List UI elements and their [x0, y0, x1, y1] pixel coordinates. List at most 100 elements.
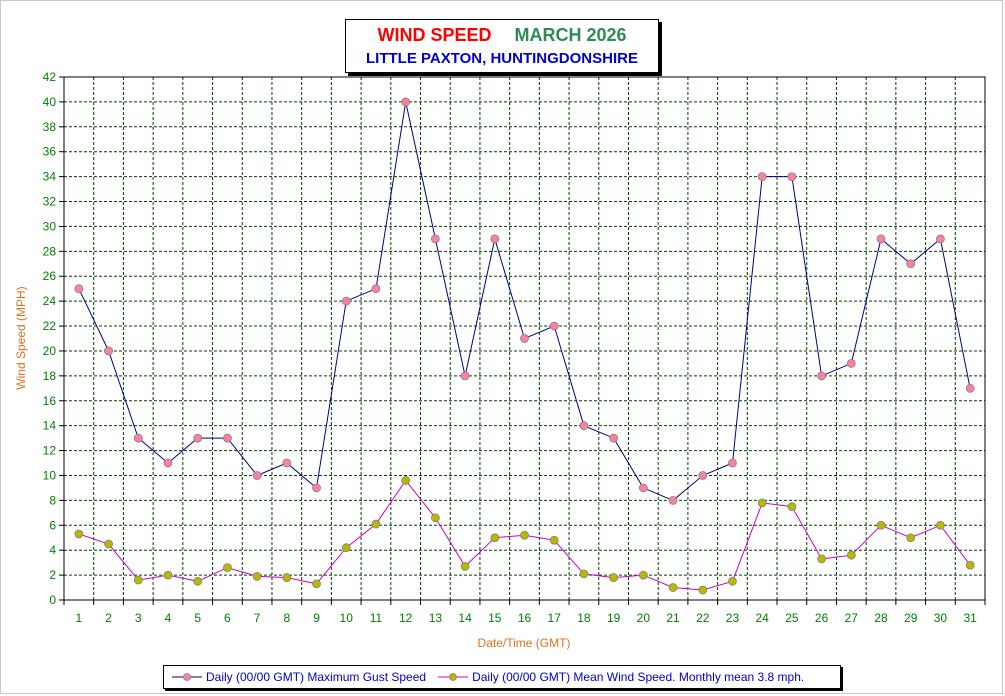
x-tick-label: 23 [726, 611, 740, 625]
data-point-mean [936, 520, 945, 530]
legend-label-gust: Daily (00/00 GMT) Maximum Gust Speed [206, 670, 427, 684]
x-tick-label: 31 [963, 611, 977, 625]
y-tick-label: 26 [43, 269, 57, 283]
x-tick-label: 5 [194, 611, 201, 625]
legend-item-gust: Daily (00/00 GMT) Maximum Gust Speed [172, 670, 426, 684]
data-point-gust [728, 458, 737, 468]
chart-title: WIND SPEED [377, 25, 492, 45]
x-tick-label: 18 [577, 611, 591, 625]
y-tick-label: 36 [43, 145, 57, 159]
data-point-gust [104, 346, 113, 356]
x-tick-label: 22 [696, 611, 710, 625]
data-point-mean [74, 529, 84, 539]
data-point-mean [490, 533, 500, 543]
data-point-mean [668, 583, 678, 592]
data-point-mean [787, 502, 797, 512]
data-point-mean [133, 575, 143, 585]
data-point-mean [817, 554, 826, 564]
x-tick-label: 15 [488, 611, 502, 625]
data-point-mean [638, 570, 648, 580]
data-point-gust [757, 172, 767, 182]
data-point-mean [460, 561, 470, 571]
data-point-mean [728, 576, 737, 586]
data-point-mean [252, 571, 262, 581]
x-tick-label: 24 [755, 611, 769, 625]
data-point-mean [579, 569, 589, 579]
x-tick-label: 29 [904, 611, 918, 625]
data-point-gust [876, 234, 886, 244]
y-tick-label: 6 [49, 518, 56, 532]
x-tick-label: 20 [637, 611, 651, 625]
x-tick-label: 1 [76, 611, 83, 625]
data-point-mean [906, 533, 916, 543]
x-tick-label: 12 [399, 611, 413, 625]
y-tick-label: 8 [49, 493, 56, 507]
data-point-gust [817, 371, 826, 381]
chart-legend: Daily (00/00 GMT) Maximum Gust Speed Dai… [163, 665, 841, 689]
x-axis-label: Date/Time (GMT) [478, 636, 571, 650]
x-tick-label: 10 [340, 611, 354, 625]
data-point-mean [104, 539, 113, 549]
data-point-mean [312, 579, 321, 589]
y-tick-label: 14 [43, 419, 57, 433]
data-point-gust [936, 234, 945, 244]
y-tick-label: 28 [43, 244, 57, 258]
x-tick-label: 13 [429, 611, 443, 625]
y-tick-label: 12 [43, 444, 57, 458]
data-point-gust [401, 97, 411, 107]
data-point-gust [520, 334, 529, 343]
y-tick-label: 10 [43, 468, 57, 482]
y-tick-label: 0 [49, 593, 56, 607]
x-tick-label: 27 [845, 611, 859, 625]
data-point-gust [133, 433, 143, 443]
x-tick-label: 2 [105, 611, 112, 625]
legend-swatch-mean [438, 673, 469, 681]
x-tick-label: 14 [458, 611, 472, 625]
chart-location: LITTLE PAXTON, HUNTINGDONSHIRE [366, 50, 638, 67]
data-point-mean [193, 576, 203, 586]
x-tick-label: 30 [934, 611, 948, 625]
data-point-mean [163, 570, 173, 580]
data-point-gust [579, 421, 589, 431]
data-point-mean [965, 560, 975, 570]
x-tick-label: 8 [283, 611, 290, 625]
y-tick-label: 16 [43, 394, 57, 408]
chart-title-box: WIND SPEED MARCH 2026 LITTLE PAXTON, HUN… [345, 19, 659, 73]
data-point-gust [193, 433, 203, 443]
data-point-mean [430, 513, 440, 523]
y-tick-label: 42 [43, 70, 57, 84]
legend-label-mean: Daily (00/00 GMT) Mean Wind Speed. Month… [472, 670, 805, 684]
x-tick-label: 25 [785, 611, 799, 625]
x-tick-label: 26 [815, 611, 829, 625]
x-tick-label: 17 [548, 611, 562, 625]
data-point-gust [490, 234, 500, 244]
y-tick-label: 22 [43, 319, 57, 333]
data-point-gust [312, 483, 321, 493]
data-point-gust [846, 359, 856, 368]
data-point-gust [341, 296, 351, 306]
data-point-gust [223, 433, 232, 443]
data-point-gust [609, 433, 619, 443]
data-point-mean [698, 585, 708, 595]
data-point-gust [698, 471, 708, 480]
y-tick-label: 40 [43, 95, 57, 109]
x-tick-label: 28 [874, 611, 888, 625]
x-tick-label: 19 [607, 611, 621, 625]
plot-border [63, 76, 986, 601]
y-axis-label: Wind Speed (MPH) [14, 286, 28, 389]
data-point-mean [520, 530, 529, 540]
y-tick-label: 18 [43, 369, 57, 383]
data-point-gust [965, 383, 975, 393]
data-point-mean [341, 543, 351, 553]
data-point-mean [876, 520, 886, 530]
data-point-mean [282, 573, 292, 582]
x-tick-label: 9 [313, 611, 320, 625]
data-point-mean [223, 563, 232, 573]
data-point-gust [430, 234, 440, 244]
legend-item-mean: Daily (00/00 GMT) Mean Wind Speed. Month… [438, 670, 804, 684]
y-tick-label: 4 [49, 543, 56, 557]
x-tick-label: 16 [518, 611, 532, 625]
y-tick-label: 2 [49, 568, 56, 582]
data-point-mean [757, 498, 767, 508]
